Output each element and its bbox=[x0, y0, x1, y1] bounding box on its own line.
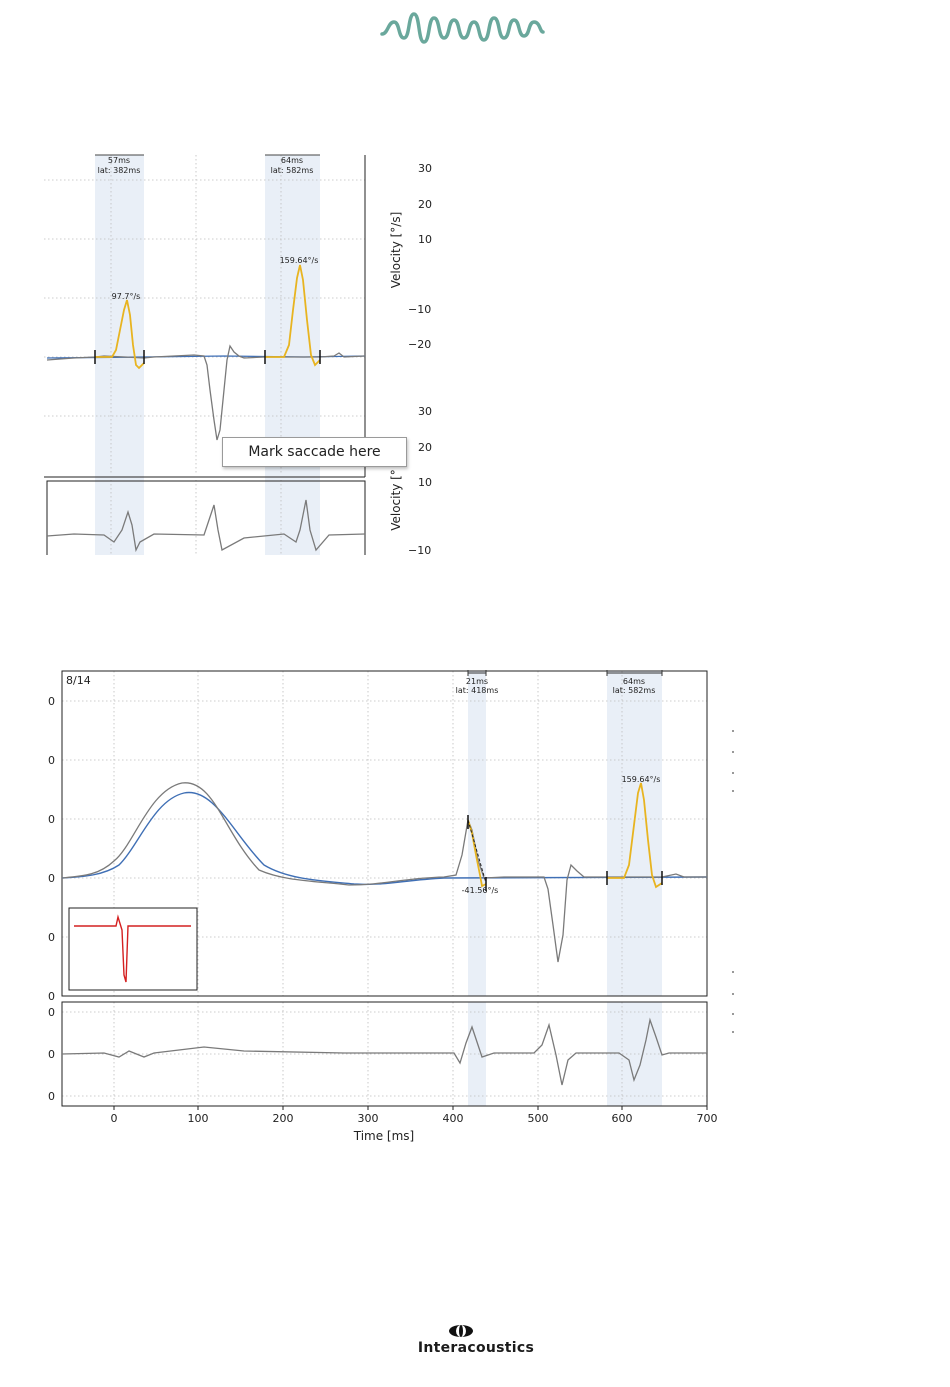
interacoustics-logo-icon bbox=[449, 1325, 473, 1337]
x-tick: 600 bbox=[612, 1112, 633, 1125]
x-tick: 500 bbox=[528, 1112, 549, 1125]
saccade-plot-cropped: 57ms lat: 382ms 64ms lat: 582ms 97.7°/s … bbox=[44, 150, 439, 562]
duration-label: 57ms bbox=[108, 156, 130, 165]
y-tick: 30 bbox=[418, 162, 432, 175]
mark-saccade-menu-item[interactable]: Mark saccade here bbox=[222, 437, 407, 467]
y-tick: 30 bbox=[418, 405, 432, 418]
y-tick: 20 bbox=[418, 198, 432, 211]
gaze-trace bbox=[61, 782, 707, 963]
y-tick: 10 bbox=[418, 233, 432, 246]
y-tick: 0 bbox=[48, 754, 55, 767]
x-tick: 300 bbox=[358, 1112, 379, 1125]
x-axis-label: Time [ms] bbox=[353, 1129, 415, 1143]
duration-label: 64ms bbox=[281, 156, 303, 165]
latency-label: lat: 382ms bbox=[98, 166, 141, 175]
saccade-band bbox=[95, 155, 144, 555]
saccade-highlight bbox=[265, 264, 321, 367]
x-tick: 400 bbox=[443, 1112, 464, 1125]
brand-footer: Interacoustics bbox=[396, 1322, 556, 1362]
y-tick: 0 bbox=[48, 931, 55, 944]
y-axis-label: Velocity [°/s] bbox=[389, 212, 403, 289]
y-tick: 20 bbox=[418, 441, 432, 454]
y-tick: −20 bbox=[408, 338, 431, 351]
peak-velocity-label: 159.64°/s bbox=[622, 775, 661, 784]
y-tick: 0 bbox=[48, 990, 55, 1003]
latency-label: lat: 418ms bbox=[456, 686, 499, 695]
y-tick: 0 bbox=[48, 1048, 55, 1061]
stimulus-inset-trace bbox=[74, 914, 191, 983]
peak-velocity-label: 159.64°/s bbox=[280, 256, 319, 265]
trial-label: 8/14 bbox=[66, 674, 91, 687]
gaze-trace-lower bbox=[46, 499, 366, 553]
saccade-highlight bbox=[95, 299, 145, 370]
y-axis-label: Velocity [° bbox=[389, 469, 403, 531]
y-tick: 0 bbox=[48, 695, 55, 708]
duration-label: 21ms bbox=[466, 677, 488, 686]
y-tick: 0 bbox=[48, 813, 55, 826]
saccade-highlight bbox=[607, 782, 663, 889]
gaze-trace-lower bbox=[61, 1017, 707, 1086]
x-tick: 100 bbox=[188, 1112, 209, 1125]
x-tick: 200 bbox=[273, 1112, 294, 1125]
y-tick: 10 bbox=[418, 476, 432, 489]
peak-velocity-label: -41.56°/s bbox=[462, 886, 499, 895]
y-tick: 0 bbox=[48, 1006, 55, 1019]
y-tick: 0 bbox=[48, 872, 55, 885]
duration-label: 64ms bbox=[623, 677, 645, 686]
latency-label: lat: 582ms bbox=[613, 686, 656, 695]
saccade-band bbox=[468, 671, 486, 996]
wave-logo-icon bbox=[380, 8, 545, 48]
stimulus-inset bbox=[68, 907, 198, 991]
y-tick: 0 bbox=[48, 1090, 55, 1103]
x-tick: 0 bbox=[111, 1112, 118, 1125]
latency-label: lat: 582ms bbox=[271, 166, 314, 175]
y-tick: −10 bbox=[408, 544, 431, 555]
peak-velocity-label: 97.7°/s bbox=[112, 292, 141, 301]
y-tick: −10 bbox=[408, 303, 431, 316]
saccade-band bbox=[607, 671, 662, 996]
brand-name: Interacoustics bbox=[417, 1340, 535, 1356]
saccade-plot-full: 8/14 21ms lat: 418ms 64ms lat: 582ms -41… bbox=[44, 665, 744, 1150]
x-tick: 700 bbox=[697, 1112, 718, 1125]
